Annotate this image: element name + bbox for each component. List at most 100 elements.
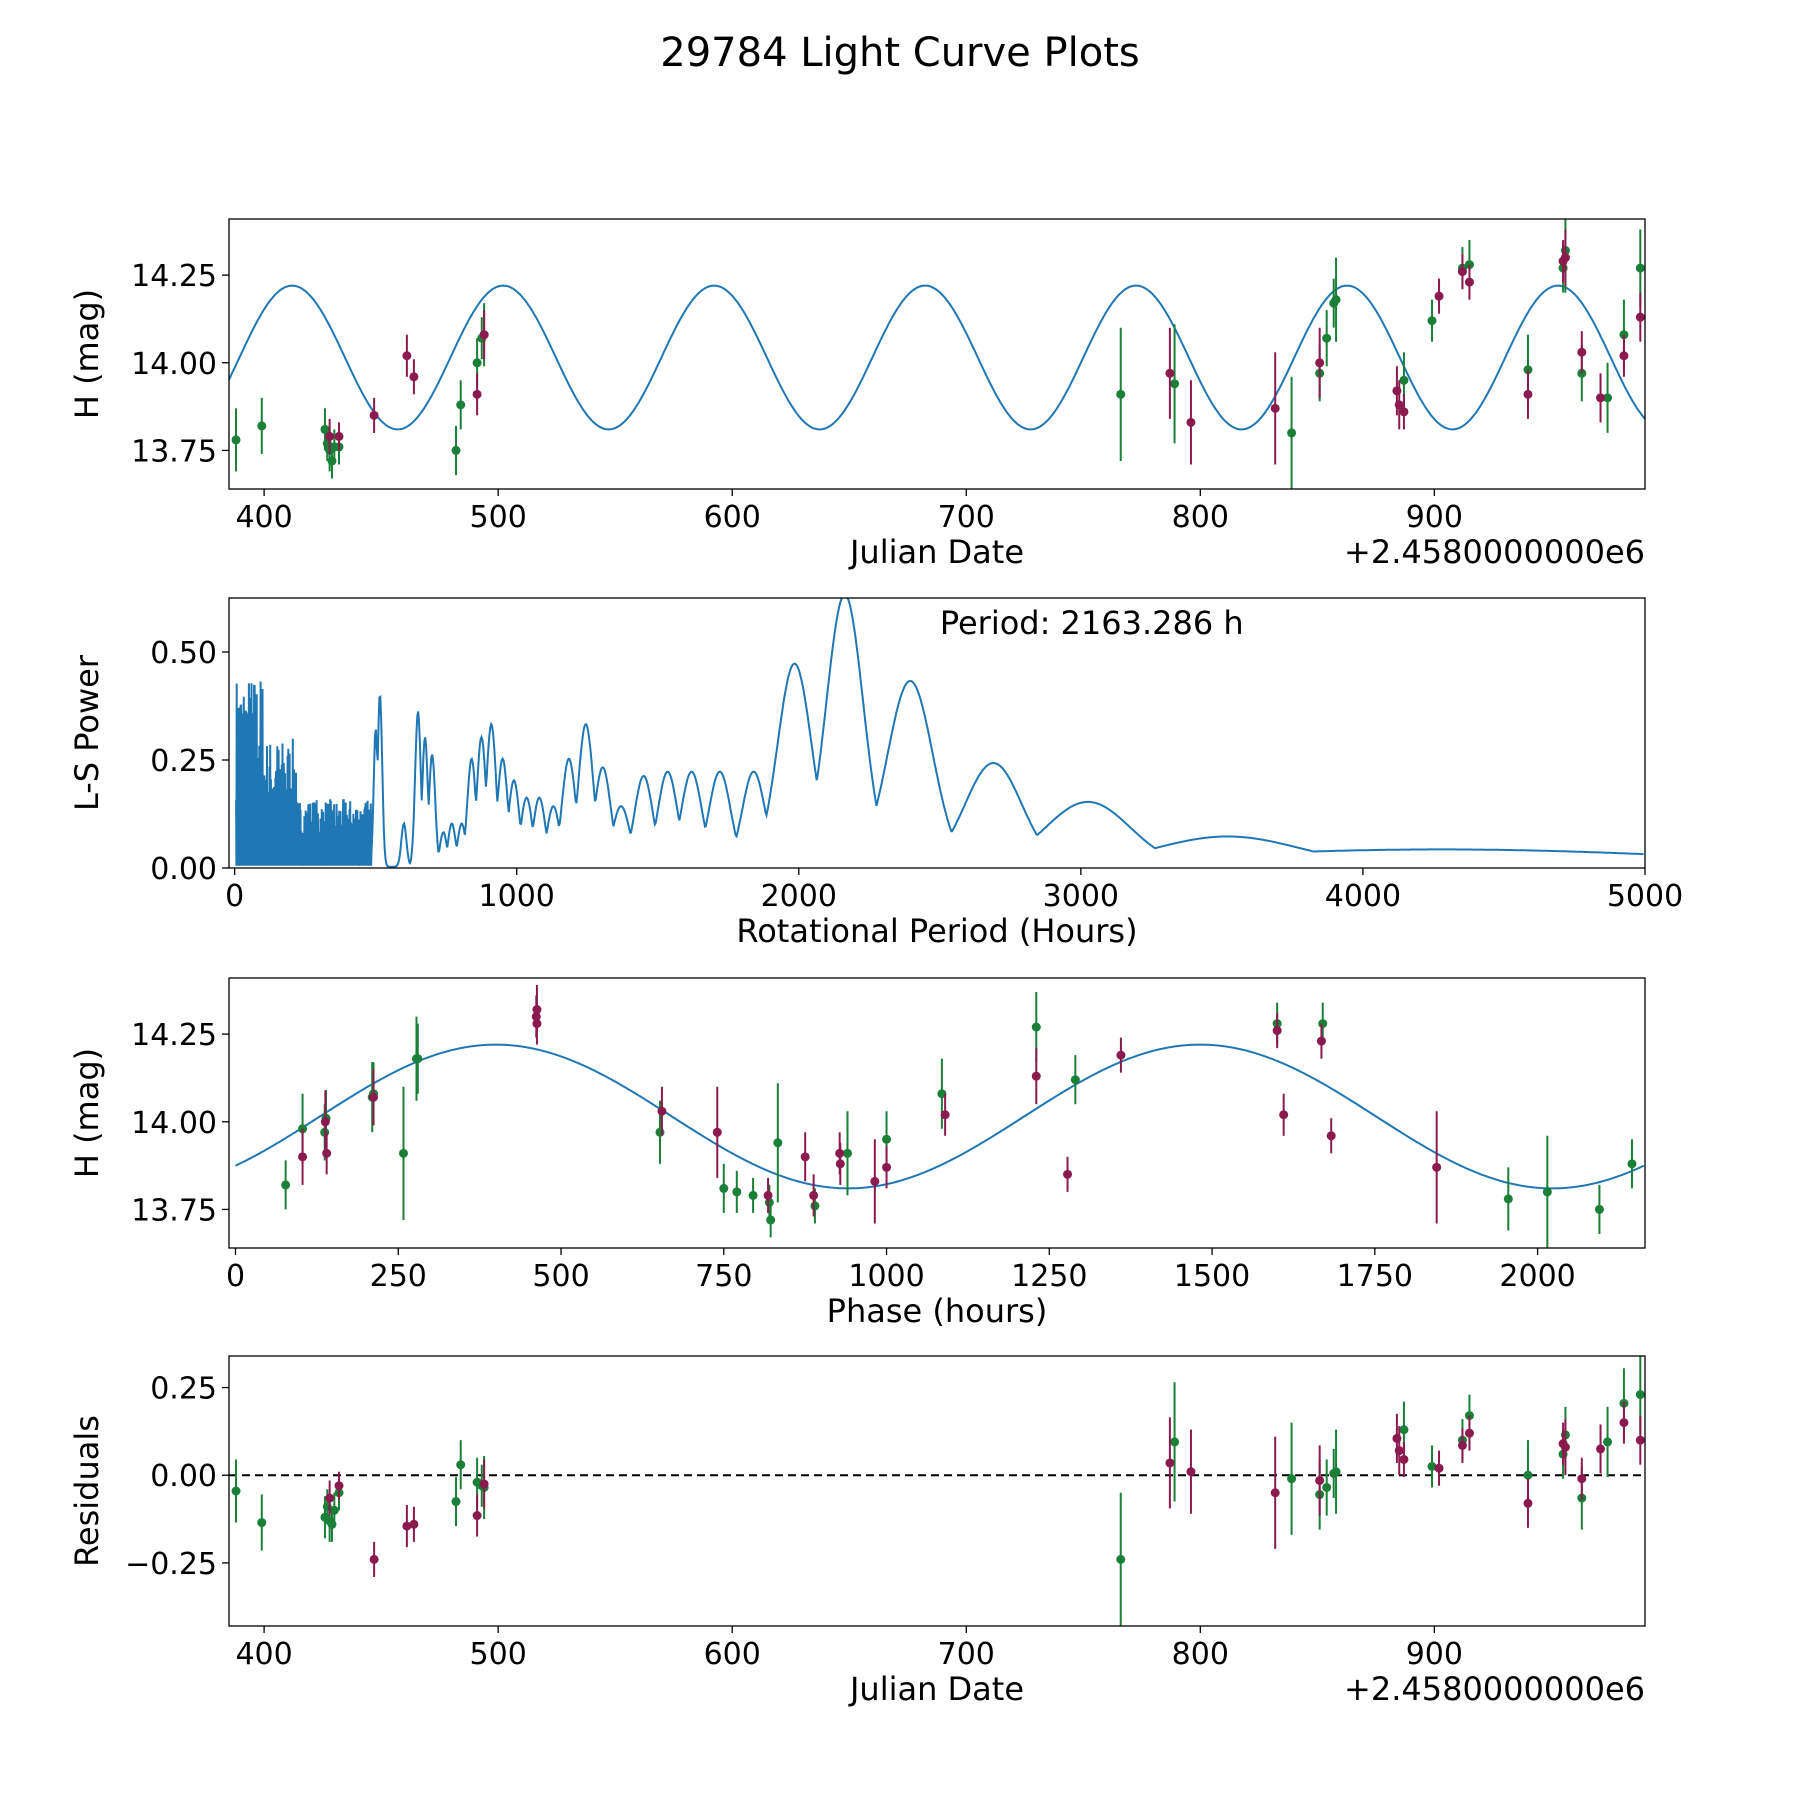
y-tick-label: 13.75	[131, 1193, 217, 1228]
y-axis-label: L-S Power	[68, 654, 106, 811]
data-point	[1399, 1425, 1409, 1435]
x-tick-label: 800	[1172, 1637, 1229, 1672]
data-point	[369, 1092, 379, 1102]
data-point	[1116, 1050, 1126, 1060]
data-point	[1464, 1428, 1474, 1438]
data-point	[1326, 1131, 1336, 1141]
y-tick-label: 0.25	[150, 1372, 217, 1407]
data-point	[766, 1215, 776, 1225]
data-point	[1619, 351, 1629, 361]
data-point	[748, 1190, 758, 1200]
data-point	[1635, 263, 1645, 273]
x-tick-label: 1500	[1174, 1259, 1250, 1294]
data-point	[1464, 277, 1474, 287]
data-point	[1457, 267, 1467, 277]
y-tick-label: 0.00	[150, 852, 217, 887]
data-point	[231, 435, 241, 445]
data-point	[1186, 1467, 1196, 1477]
data-point	[1031, 1071, 1041, 1081]
data-point	[456, 400, 466, 410]
data-point	[1165, 1458, 1175, 1468]
data-point	[657, 1106, 667, 1116]
axes-frame	[228, 218, 1646, 490]
data-points	[231, 219, 1645, 489]
x-tick-label: 750	[695, 1259, 752, 1294]
data-point	[1316, 1036, 1326, 1046]
data-point	[1322, 333, 1332, 343]
data-point	[479, 330, 489, 340]
data-point	[1315, 358, 1325, 368]
x-axis-label: Julian Date	[848, 533, 1024, 571]
data-point	[413, 1054, 423, 1064]
data-point	[1523, 1498, 1533, 1508]
data-point	[1434, 1463, 1444, 1473]
data-point	[655, 1127, 665, 1137]
data-point	[1170, 1437, 1180, 1447]
data-point	[719, 1183, 729, 1193]
data-point	[712, 1127, 722, 1137]
data-point	[402, 351, 412, 361]
data-point	[402, 1521, 412, 1531]
data-point	[451, 445, 461, 455]
x-tick-label: 400	[235, 500, 292, 535]
x-tick-label: 400	[235, 1637, 292, 1672]
y-tick-label: 14.25	[131, 259, 217, 294]
data-point	[1186, 417, 1196, 427]
data-point	[1596, 1444, 1606, 1454]
data-point	[1627, 1159, 1637, 1169]
data-point	[456, 1460, 466, 1470]
data-point	[1070, 1075, 1080, 1085]
x-offset-label: +2.4580000000e6	[1344, 533, 1645, 571]
data-point	[1394, 400, 1404, 410]
y-tick-label: 14.00	[131, 1106, 217, 1141]
data-point	[1523, 1470, 1533, 1480]
data-point	[320, 1117, 330, 1127]
data-point	[842, 1148, 852, 1158]
data-point	[409, 1519, 419, 1529]
axes-frame	[228, 597, 1646, 869]
x-tick-label: 500	[532, 1259, 589, 1294]
data-point	[800, 1152, 810, 1162]
y-tick-label: 0.00	[150, 1459, 217, 1494]
data-point	[1063, 1169, 1073, 1179]
data-point	[398, 1148, 408, 1158]
data-point	[1318, 1019, 1328, 1029]
data-point	[810, 1201, 820, 1211]
data-point	[809, 1190, 819, 1200]
x-tick-label: 4000	[1325, 879, 1401, 914]
data-point	[1331, 1467, 1341, 1477]
data-point	[257, 421, 267, 431]
data-point	[1619, 1418, 1629, 1428]
x-tick-label: 5000	[1607, 879, 1683, 914]
data-point	[1427, 316, 1437, 326]
data-point	[409, 372, 419, 382]
data-point	[1434, 291, 1444, 301]
model-curve	[229, 284, 1645, 431]
data-point	[1603, 393, 1613, 403]
data-point	[451, 1497, 461, 1507]
data-point	[325, 431, 335, 441]
data-point	[1287, 428, 1297, 438]
data-point	[1394, 1446, 1404, 1456]
data-point	[334, 431, 344, 441]
x-tick-label: 2000	[761, 879, 837, 914]
x-tick-label: 600	[704, 1637, 761, 1672]
data-point	[1279, 1110, 1289, 1120]
data-points	[231, 1356, 1645, 1626]
data-point	[1427, 1461, 1437, 1471]
data-point	[1270, 1488, 1280, 1498]
data-point	[1542, 1187, 1552, 1197]
data-point	[281, 1180, 291, 1190]
data-point	[1577, 347, 1587, 357]
model-curve	[235, 1043, 1645, 1190]
data-point	[1116, 1554, 1126, 1564]
data-point	[231, 1486, 241, 1496]
data-point	[1635, 1435, 1645, 1445]
data-point	[1399, 1454, 1409, 1464]
y-tick-label: −0.25	[125, 1547, 217, 1582]
periodogram-panel: Period: 2163.286 h 0 1000 2000 3000 4000 5000 0…	[68, 597, 1683, 950]
data-point	[532, 1005, 542, 1015]
residuals-panel: 400 500 600 700 800 900 −0.25 0.00 0.25 Julian Da…	[68, 1355, 1646, 1708]
data-point	[1594, 1204, 1604, 1214]
x-tick-label: 800	[1172, 500, 1229, 535]
